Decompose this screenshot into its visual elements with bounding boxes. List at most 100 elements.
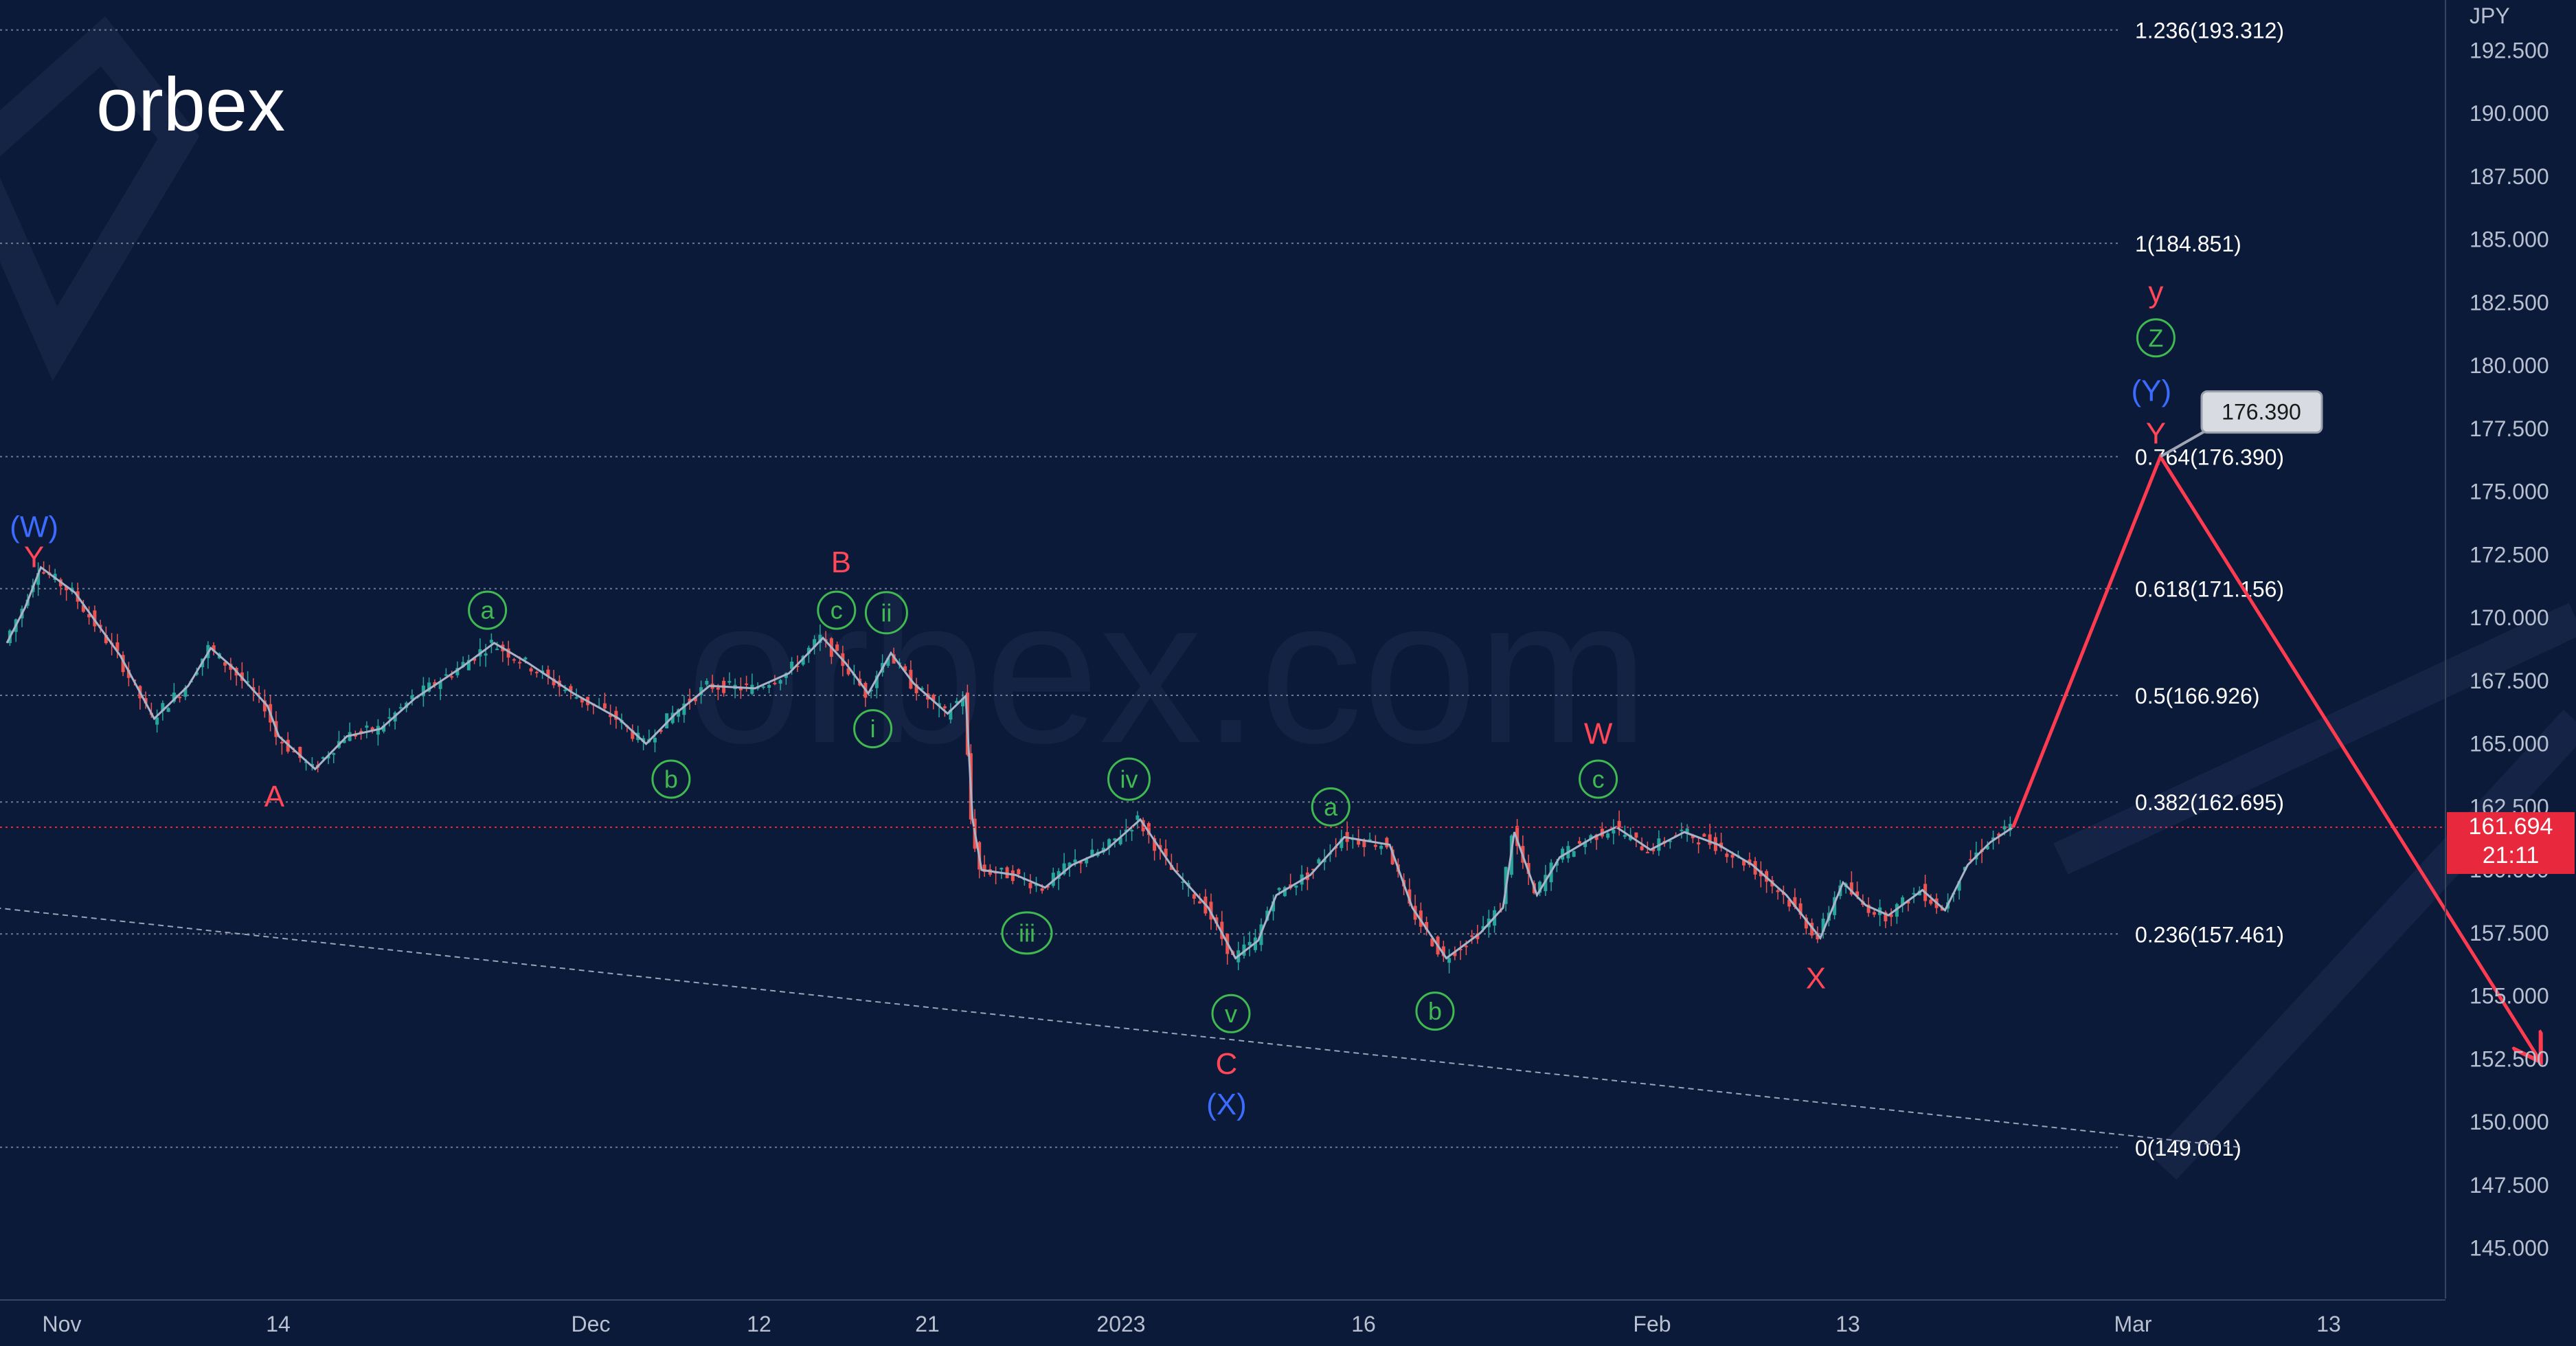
candle-body — [1062, 863, 1066, 875]
candle-body — [1691, 835, 1695, 838]
candle-body — [1680, 829, 1684, 831]
candle-body — [529, 668, 533, 672]
candle-body — [1810, 922, 1814, 936]
x-tick-label: Feb — [1633, 1312, 1671, 1336]
wave-label-text: v — [1225, 1000, 1237, 1028]
candle-body — [1028, 882, 1032, 888]
wave-label: X — [1806, 961, 1826, 995]
candle-body — [365, 726, 369, 728]
candle-body — [292, 751, 296, 753]
candle-body — [801, 655, 805, 665]
candle-body — [1702, 833, 1706, 837]
svg-text:orbex: orbex — [96, 63, 285, 147]
candle-body — [223, 662, 227, 666]
wave-label-circle — [864, 591, 908, 635]
y-tick-label: 172.500 — [2470, 542, 2549, 567]
wave-label-text: (Y) — [2131, 374, 2171, 407]
candle-body — [1849, 882, 1853, 895]
candle-body — [1651, 849, 1656, 851]
candle-body — [1164, 849, 1168, 857]
candle-body — [1577, 841, 1581, 844]
candle-body — [1046, 886, 1050, 888]
candle-body — [846, 668, 850, 675]
y-tick-label: 165.000 — [2470, 732, 2549, 756]
candle-body — [398, 707, 403, 709]
candle-body — [87, 614, 91, 618]
candle-body — [999, 868, 1004, 870]
candle-body — [2002, 826, 2007, 830]
candle-body — [920, 688, 924, 690]
candle-body — [982, 864, 986, 873]
fib-label: 0(149.001) — [2135, 1136, 2241, 1160]
wave-label: v — [1211, 994, 1251, 1033]
candle-body — [790, 661, 794, 669]
candle-body — [1379, 845, 1383, 849]
candle-body — [93, 610, 97, 627]
candle-body — [2008, 824, 2012, 831]
candle-body — [1340, 838, 1344, 849]
candle-body — [1617, 820, 1621, 828]
wave-label-circle — [1311, 787, 1351, 827]
candle-body — [1685, 828, 1689, 834]
candle-body — [466, 660, 471, 671]
candle-body — [1470, 935, 1474, 937]
candle-body — [1872, 912, 1876, 915]
candle-body — [257, 693, 261, 695]
candle-body — [653, 737, 657, 743]
candle-body — [745, 683, 749, 685]
candle-body — [1390, 849, 1394, 865]
candle-body — [1214, 917, 1219, 924]
wave-label-text: X — [1806, 961, 1826, 995]
candle-body — [1866, 904, 1871, 913]
wave-label: a — [468, 590, 508, 630]
wave-label: iv — [1107, 757, 1151, 801]
wave-label-text: (X) — [1206, 1088, 1247, 1121]
candle-body — [682, 703, 686, 715]
candle-body — [172, 693, 176, 702]
candle-body — [1821, 919, 1825, 932]
candle-body — [1441, 946, 1445, 956]
candle-body — [161, 703, 165, 712]
wave-label-text: a — [1324, 793, 1338, 821]
candle-body — [813, 639, 817, 647]
candle-body — [42, 572, 46, 574]
candle-body — [512, 659, 516, 661]
wave-label: ii — [864, 591, 908, 635]
candle-body — [699, 687, 703, 695]
candle-body — [1623, 835, 1627, 837]
candle-body — [1040, 888, 1044, 891]
candle-body — [321, 757, 325, 759]
wave-label-text: W — [1584, 717, 1613, 750]
candle-body — [961, 698, 964, 707]
candle-body — [1051, 873, 1055, 886]
candle-body — [1458, 948, 1462, 950]
candle-body — [1385, 838, 1389, 848]
candle-body — [1090, 849, 1094, 857]
candle-body — [552, 678, 556, 686]
candle-body — [1175, 870, 1179, 872]
candle-body — [81, 605, 85, 612]
candle-body — [1997, 833, 2001, 836]
wave-label: Y — [24, 541, 44, 574]
candle-body — [1317, 859, 1321, 864]
candle-body — [166, 708, 170, 713]
candle-body — [450, 676, 454, 678]
wave-label: Z — [2136, 318, 2176, 358]
candle-body — [1526, 862, 1530, 874]
candle-body — [115, 642, 120, 651]
y-tick-label: 152.500 — [2470, 1046, 2549, 1071]
candle-body — [1668, 840, 1672, 842]
candle-body — [609, 715, 613, 717]
wave-label-text: c — [831, 596, 843, 625]
wave-label-text: A — [264, 780, 285, 814]
time-axis[interactable]: Nov 14 Dec 12 21 2023 16 Feb 13 Mar 13 — [0, 1299, 2445, 1336]
candle-body — [773, 682, 777, 684]
candle-body — [1561, 849, 1565, 860]
candle-body — [665, 713, 669, 728]
candle-body — [580, 697, 584, 703]
candle-body — [677, 709, 681, 717]
candle-body — [1906, 901, 1910, 904]
candle-body — [949, 709, 953, 720]
x-tick-label: Nov — [43, 1312, 82, 1336]
